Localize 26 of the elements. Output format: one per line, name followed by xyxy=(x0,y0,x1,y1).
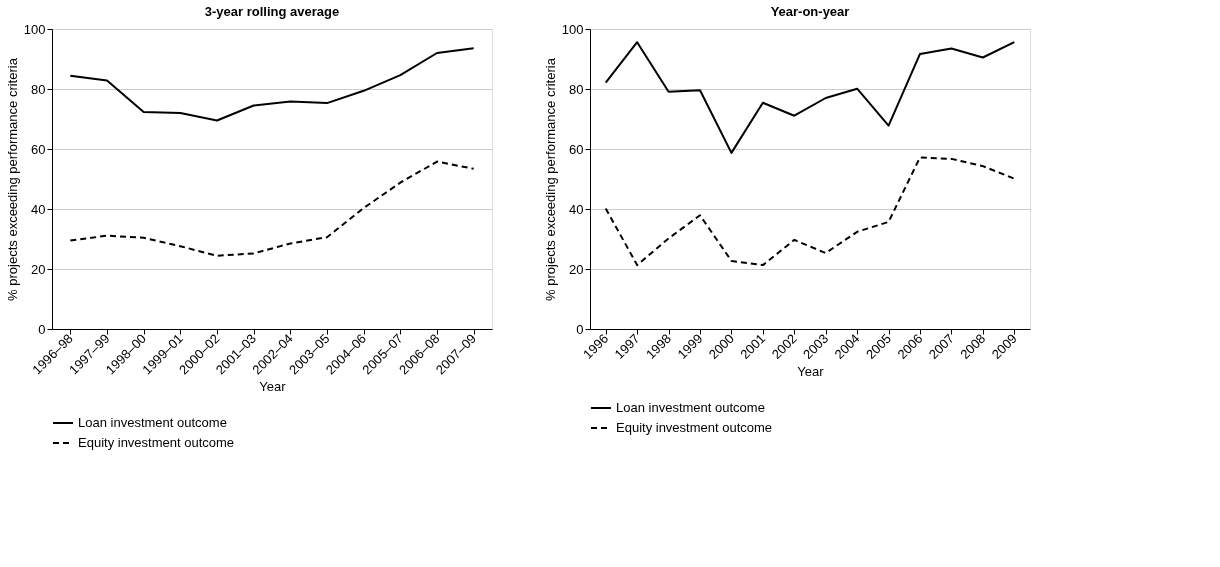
legend-label: Equity investment outcome xyxy=(616,420,773,435)
line-series xyxy=(604,156,1016,267)
line-series xyxy=(69,160,475,257)
legend-label: Loan investment outcome xyxy=(78,415,227,430)
x-axis-title: Year xyxy=(797,363,825,379)
y-tick-label: 40 xyxy=(31,201,46,217)
y-tick-label: 80 xyxy=(569,81,584,97)
y-tick-label: 100 xyxy=(561,21,584,37)
y-axis-title: % projects exceeding performance criteria xyxy=(542,57,558,301)
y-tick-label: 0 xyxy=(576,321,584,337)
y-tick-label: 40 xyxy=(569,201,584,217)
legend-label: Equity investment outcome xyxy=(78,435,235,450)
y-axis-title: % projects exceeding performance criteria xyxy=(4,57,20,301)
y-tick-label: 0 xyxy=(38,321,46,337)
line-series xyxy=(69,47,475,122)
y-tick-label: 60 xyxy=(31,141,46,157)
y-tick-label: 100 xyxy=(23,21,46,37)
line-series xyxy=(604,41,1016,154)
x-axis-title: Year xyxy=(259,379,287,395)
chart-title: Year-on-year xyxy=(770,4,850,19)
legend-label: Loan investment outcome xyxy=(616,400,765,415)
y-tick-label: 80 xyxy=(31,81,46,97)
chart-title: 3-year rolling average xyxy=(204,4,340,19)
y-tick-label: 20 xyxy=(569,261,584,277)
y-tick-label: 20 xyxy=(31,261,46,277)
y-tick-label: 60 xyxy=(569,141,584,157)
